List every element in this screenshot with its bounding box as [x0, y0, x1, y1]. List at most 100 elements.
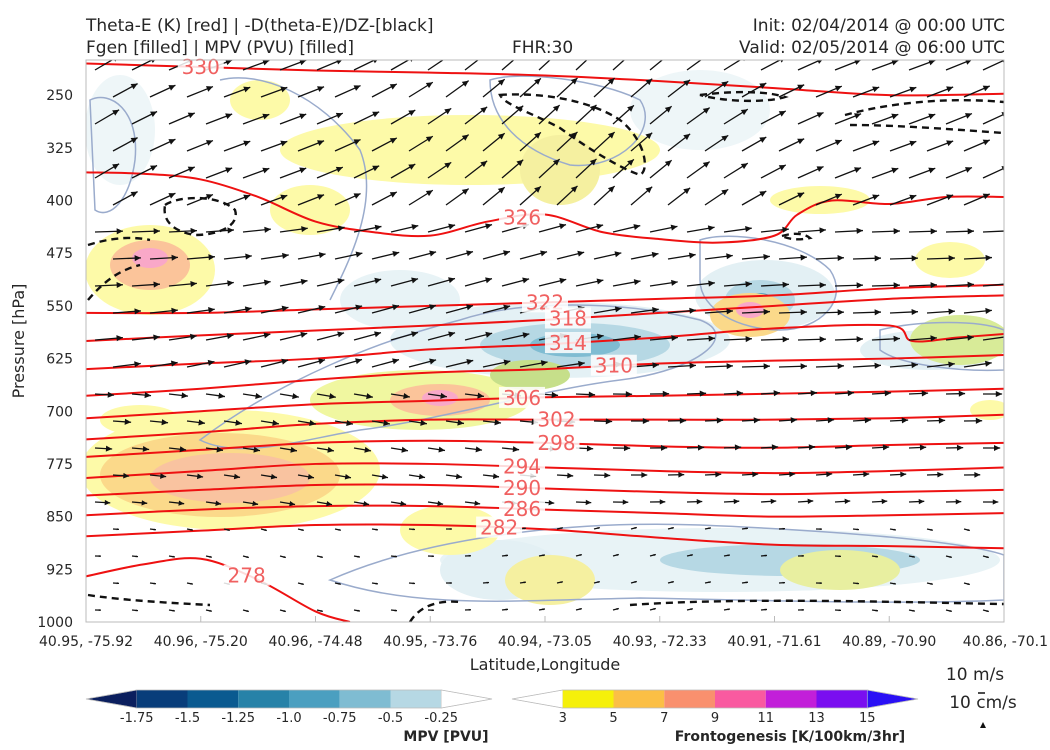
wind-vector-head: [338, 528, 341, 531]
wind-vector-head: [153, 528, 156, 531]
colorbar-tick-label: -1.5: [175, 711, 200, 726]
wind-vector-head: [161, 419, 169, 426]
wind-vector-head: [505, 608, 508, 611]
x-tick-label: 40.95, -73.76: [383, 634, 477, 650]
wind-vector-head: [327, 446, 334, 453]
wind-vector-head: [299, 167, 307, 174]
wind-vector-head: [516, 159, 524, 167]
wind-vector-head: [797, 138, 805, 145]
wind-vector-head: [440, 392, 447, 399]
wind-vector-head: [893, 528, 896, 531]
colorbar-segment: [562, 690, 614, 708]
wind-vector-head: [874, 255, 881, 262]
wind-vector-head: [329, 393, 336, 400]
wind-vector-head: [745, 335, 752, 343]
wind-vector-head: [262, 167, 270, 174]
wind-vector-head: [153, 582, 156, 585]
wind-vector-head: [381, 473, 389, 480]
wind-vector-head: [503, 304, 511, 311]
wind-vector-head: [389, 83, 397, 90]
wind-vector-head: [497, 133, 505, 140]
colorbar-segment: [339, 690, 391, 708]
wind-vector-head: [753, 417, 761, 424]
wind-vector-head: [408, 164, 416, 170]
wind-vector-head: [123, 472, 130, 479]
wind-vector-head: [778, 110, 786, 117]
wind-vector-head: [300, 278, 308, 285]
wind-vector-head: [449, 581, 452, 585]
wind-vector-head: [928, 60, 936, 66]
wind-vector-head: [948, 255, 955, 262]
wind-vector-head: [800, 254, 807, 261]
fgen-shade: [505, 555, 595, 605]
wind-vector-head: [153, 228, 160, 235]
wind-vector-head: [948, 308, 955, 315]
wind-vector-head: [834, 85, 842, 92]
wind-vector-head: [104, 499, 111, 506]
wind-vector-head: [623, 445, 631, 452]
wind-vector-head: [420, 419, 427, 426]
wind-vector-head: [411, 224, 419, 231]
wind-vector-head: [392, 304, 400, 311]
theta-e-label-bg: [533, 432, 580, 454]
wind-vector-head: [770, 498, 777, 505]
colorbar-tick-label: -1.75: [120, 711, 154, 726]
wind-vector-head: [170, 360, 178, 367]
wind-vector-head: [429, 358, 437, 365]
wind-vector: [538, 60, 551, 71]
wind-vector-head: [559, 277, 567, 284]
wind-vector-head: [372, 165, 380, 172]
theta-e-label-bg: [499, 386, 546, 408]
colorbar-tick-label: -1.0: [276, 711, 301, 726]
wind-vector-head: [745, 581, 748, 584]
wind-vector-head: [318, 305, 326, 312]
wind-vector-head: [141, 500, 148, 506]
wind-vector-head: [854, 60, 861, 65]
wind-vector-head: [283, 555, 286, 558]
wind-vector-head: [664, 106, 672, 113]
wind-vector-head: [208, 254, 215, 261]
wind-vector-head: [763, 308, 770, 315]
wind-vector-head: [986, 555, 989, 558]
wind-vector-head: [653, 608, 656, 611]
wind-vector-head: [375, 582, 378, 585]
y-tick-label: 625: [46, 352, 73, 368]
wind-vector-head: [153, 281, 160, 288]
wind-vector-head: [344, 473, 351, 480]
wind-vector-head: [522, 277, 530, 284]
wind-vector-head: [208, 307, 215, 314]
wind-vector-head: [425, 136, 433, 143]
dtheta-dz-contour: [778, 232, 813, 241]
wind-vector-head: [190, 528, 193, 531]
wind-vector-head: [949, 609, 952, 612]
wind-vector-head: [653, 554, 656, 557]
wind-vector-head: [431, 555, 434, 558]
wind-vector-head: [721, 189, 729, 196]
wind-vector-head: [215, 500, 222, 506]
wind-vector-head: [466, 304, 474, 311]
field-layer: [86, 60, 1004, 622]
wind-vector-head: [374, 277, 382, 284]
wind-vector-head: [690, 554, 693, 557]
wind-vector-head: [243, 140, 251, 147]
wind-vector-head: [588, 391, 596, 398]
wind-vector-head: [335, 112, 343, 119]
wind-vector-head: [301, 582, 304, 585]
wind-vector-head: [353, 193, 361, 199]
wind-vector-head: [819, 582, 822, 585]
wind-vector-head: [503, 250, 510, 257]
wind-vector-head: [882, 444, 890, 451]
wind-vector-head: [505, 554, 508, 557]
wind-vector-head: [891, 60, 899, 66]
wind-vector-head: [142, 445, 150, 452]
wind-vector-head: [800, 363, 807, 370]
wind-vector-head: [579, 554, 582, 557]
wind-vector-head: [320, 609, 323, 612]
mpv-outline: [489, 75, 646, 167]
theta-e-label: 330: [182, 55, 220, 79]
wind-vector-head: [893, 228, 900, 235]
wind-vector-head: [782, 336, 789, 343]
fgen-colorbar-label: Frontogenesis [K/100km/3hr]: [675, 729, 905, 745]
theta-e-label: 318: [549, 307, 587, 331]
wind-vector-head: [552, 105, 560, 112]
